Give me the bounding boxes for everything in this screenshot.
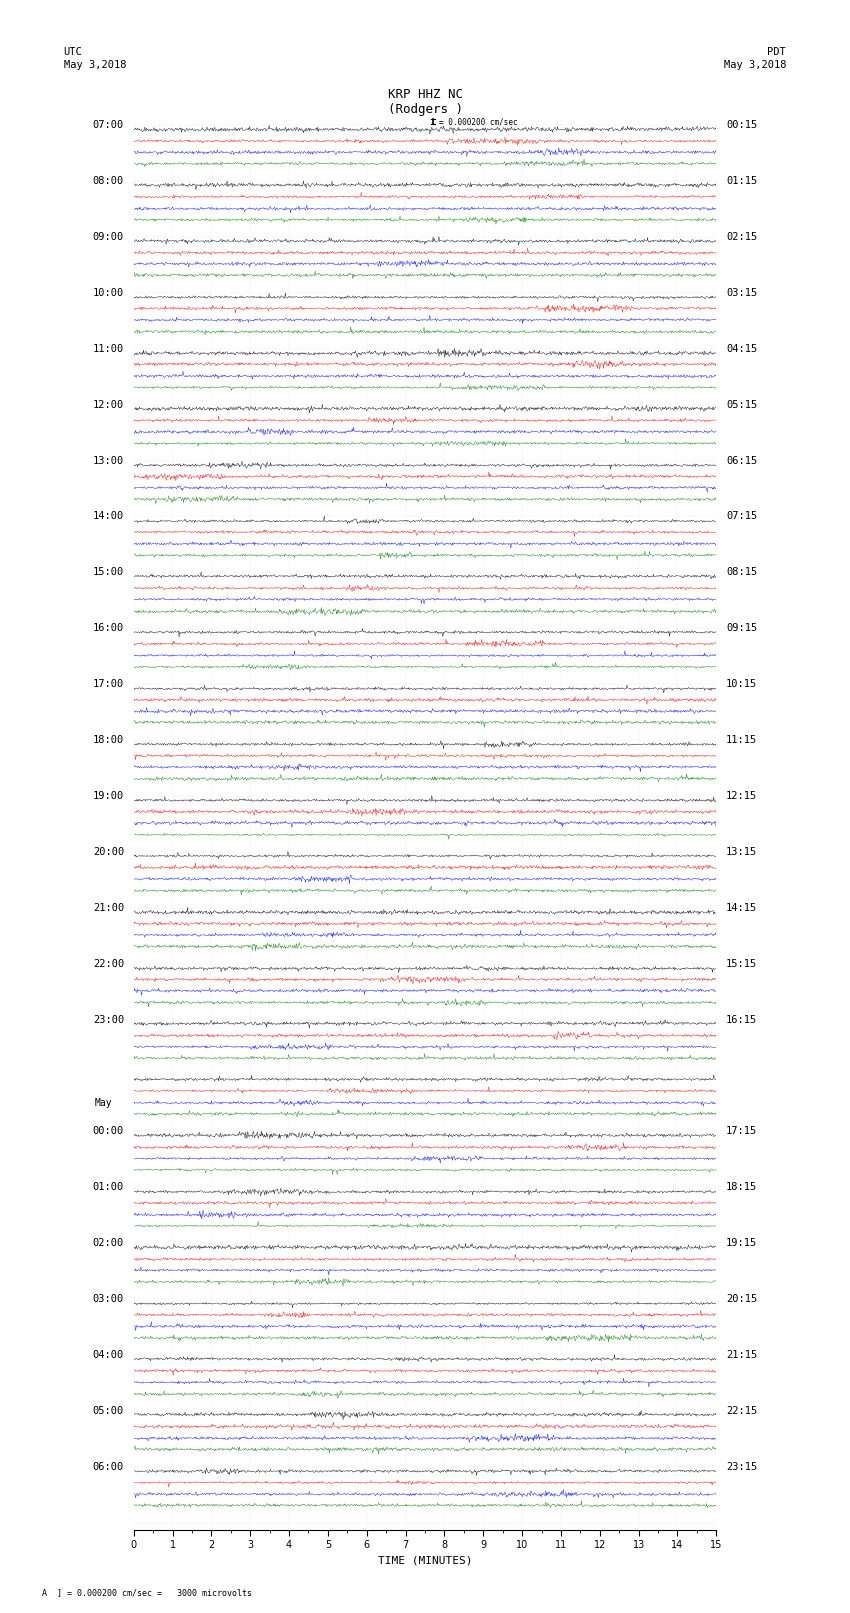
Text: May 3,2018: May 3,2018 [64,60,127,69]
Text: 22:00: 22:00 [93,958,124,969]
Text: 10:00: 10:00 [93,287,124,298]
Text: 07:15: 07:15 [726,511,757,521]
Text: 16:00: 16:00 [93,623,124,634]
Text: 06:00: 06:00 [93,1461,124,1473]
Text: 19:15: 19:15 [726,1239,757,1248]
Text: UTC: UTC [64,47,82,56]
Text: 21:15: 21:15 [726,1350,757,1360]
Text: 03:15: 03:15 [726,287,757,298]
Text: 04:00: 04:00 [93,1350,124,1360]
Text: 12:00: 12:00 [93,400,124,410]
Text: 06:15: 06:15 [726,455,757,466]
Text: 11:15: 11:15 [726,736,757,745]
Text: 20:00: 20:00 [93,847,124,857]
Text: 13:15: 13:15 [726,847,757,857]
Text: 19:00: 19:00 [93,790,124,802]
Text: PDT: PDT [768,47,786,56]
Text: 05:00: 05:00 [93,1407,124,1416]
Title: KRP HHZ NC
(Rodgers ): KRP HHZ NC (Rodgers ) [388,87,462,116]
Text: May 3,2018: May 3,2018 [723,60,786,69]
Text: 08:00: 08:00 [93,176,124,185]
Text: 17:15: 17:15 [726,1126,757,1137]
Text: 14:00: 14:00 [93,511,124,521]
Text: 05:15: 05:15 [726,400,757,410]
Text: 11:00: 11:00 [93,344,124,353]
Text: 23:15: 23:15 [726,1461,757,1473]
Text: = 0.000200 cm/sec: = 0.000200 cm/sec [439,118,517,126]
Text: 17:00: 17:00 [93,679,124,689]
Text: 10:15: 10:15 [726,679,757,689]
Text: 16:15: 16:15 [726,1015,757,1024]
Text: 01:00: 01:00 [93,1182,124,1192]
Text: 23:00: 23:00 [93,1015,124,1024]
Text: 02:15: 02:15 [726,232,757,242]
X-axis label: TIME (MINUTES): TIME (MINUTES) [377,1557,473,1566]
Text: 00:15: 00:15 [726,119,757,131]
Text: 22:15: 22:15 [726,1407,757,1416]
Text: 14:15: 14:15 [726,903,757,913]
Text: 07:00: 07:00 [93,119,124,131]
Text: 09:00: 09:00 [93,232,124,242]
Text: 15:00: 15:00 [93,568,124,577]
Text: May: May [94,1098,112,1108]
Text: 18:15: 18:15 [726,1182,757,1192]
Text: 03:00: 03:00 [93,1294,124,1305]
Text: 01:15: 01:15 [726,176,757,185]
Text: 00:00: 00:00 [93,1126,124,1137]
Text: 18:00: 18:00 [93,736,124,745]
Text: 08:15: 08:15 [726,568,757,577]
Text: 09:15: 09:15 [726,623,757,634]
Text: A  ] = 0.000200 cm/sec =   3000 microvolts: A ] = 0.000200 cm/sec = 3000 microvolts [42,1589,252,1597]
Text: 02:00: 02:00 [93,1239,124,1248]
Text: 13:00: 13:00 [93,455,124,466]
Text: 20:15: 20:15 [726,1294,757,1305]
Text: 12:15: 12:15 [726,790,757,802]
Text: 15:15: 15:15 [726,958,757,969]
Text: 21:00: 21:00 [93,903,124,913]
Text: 04:15: 04:15 [726,344,757,353]
